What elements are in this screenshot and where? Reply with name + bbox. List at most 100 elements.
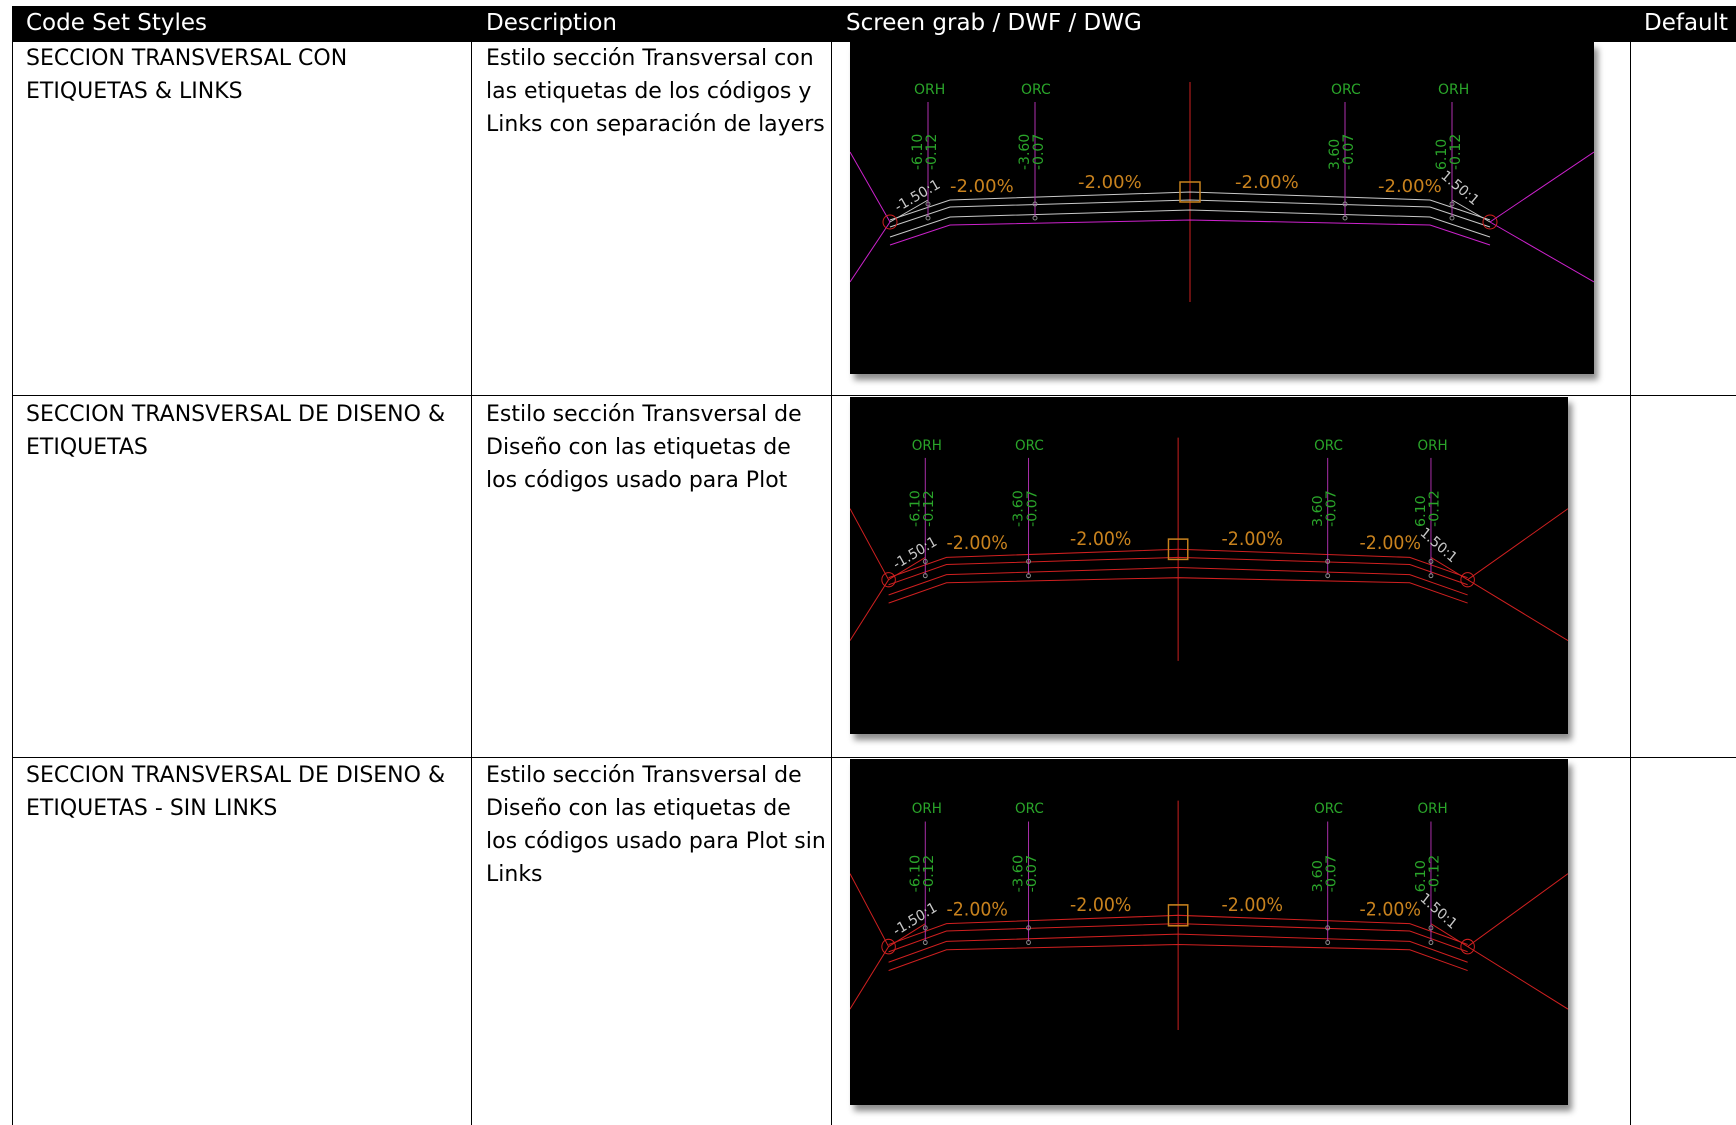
section-link [888,567,1468,596]
code-label: ORC [1015,801,1044,818]
row2-section-drawing: ORH-6.10-0.12ORC-3.60-0.07ORC3.60-0.07OR… [850,437,1568,661]
daylight-marker [881,572,896,588]
offset-label: 6.10 [1414,860,1429,892]
header-description: Description [486,10,617,36]
grid-line-col3 [831,42,832,1125]
code-point [1026,925,1031,931]
elevation-label: -0.07 [1324,490,1340,527]
code-point [922,573,928,579]
row3-description: Estilo sección Transversal de Diseño con… [486,763,826,887]
slope-label: 1.50:1 [1417,525,1460,567]
code-point [1428,558,1434,564]
side-line [850,508,890,580]
header-code-set-styles: Code Set Styles [26,10,208,36]
elevation-label: -0.07 [1341,134,1357,170]
code-point [922,925,928,931]
section-link [888,914,1468,946]
section-link [888,577,1468,604]
code-point [1428,925,1434,931]
code-point [1342,215,1348,221]
code-label: ORC [1015,437,1044,453]
code-point [1428,573,1434,579]
row1-screen-grab: ORH -6.10 -0.12 ORC -3.60 -0.07 ORC 3.60 -0.07 OR… [850,42,1594,374]
side-line [1467,508,1568,581]
slope-label: -2.00% [950,176,1014,197]
code-point [1449,201,1455,207]
slope-label: -2.00% [1235,172,1299,193]
row3-screen-grab: ORH -6.10 -0.12 ORC -3.60 -0.07 ORC 3.60 -0.07 OR… [850,759,1568,1105]
row1-section-drawing: ORH-6.10-0.12ORC-3.60-0.07ORC3.60-0.07OR… [850,82,1594,302]
grid-line-left [12,42,13,1125]
grid-line-col2 [471,42,472,1125]
code-point [1026,558,1031,564]
crown-marker [1167,538,1189,561]
code-label: ORH [1438,82,1469,98]
elevation-label: -0.07 [1031,134,1047,170]
row1-code-set-style: SECCION TRANSVERSAL CON ETIQUETAS & LINK… [26,46,348,104]
crown-marker [1179,181,1201,203]
code-label: ORH [912,801,942,818]
row2-description: Estilo sección Transversal de Diseño con… [486,402,802,493]
code-point [1325,925,1331,931]
slope-label: -1.50:1 [891,899,940,939]
side-line [850,946,890,1010]
section-link [888,943,1468,972]
section-link [888,923,1468,953]
code-label: ORH [912,437,942,453]
grid-line-row1 [12,395,1736,396]
section-link [889,191,1491,221]
row2-code-set-style: SECCION TRANSVERSAL DE DISENO & ETIQUETA… [26,402,446,460]
elevation-label: -0.12 [1448,134,1464,170]
side-line [1467,946,1568,1010]
slope-label: -2.00% [1378,176,1442,197]
code-point [1342,201,1348,207]
slope-label: -1.50:1 [890,534,939,573]
daylight-marker [881,938,896,955]
code-label: ORC [1331,82,1361,98]
side-line [1467,873,1568,948]
code-point [1032,201,1038,207]
slope-label: -1.50:1 [892,177,943,216]
elevation-label: -0.07 [1324,855,1339,893]
section-link [889,209,1491,238]
offset-label: 6.10 [1413,495,1429,527]
elevation-label: -0.12 [1427,855,1442,893]
slope-label: -2.00% [1222,529,1283,551]
offset-label: -6.10 [910,134,926,170]
daylight-marker [1460,572,1475,588]
code-label: ORH [914,82,945,98]
row3-code-set-style: SECCION TRANSVERSAL DE DISENO & ETIQUETA… [26,763,446,821]
elevation-label: -0.12 [1427,490,1443,527]
offset-label: 3.60 [1327,139,1343,170]
slope-label: -2.00% [947,533,1008,555]
section-link [888,556,1468,586]
section-link [888,548,1468,579]
slope-label: -2.00% [1360,533,1421,555]
elevation-label: -0.07 [1025,855,1040,893]
code-point [1026,573,1031,579]
header-screen-grab: Screen grab / DWF / DWG [846,10,1142,36]
header-default: Default [1644,10,1729,36]
side-line [850,221,891,283]
slope-label: -2.00% [1070,895,1131,917]
code-label: ORH [1417,437,1447,453]
side-line [1467,579,1568,642]
daylight-marker [1482,214,1498,230]
offset-label: -6.10 [908,490,924,527]
side-line [1489,151,1594,223]
code-point [1428,939,1434,946]
code-label: ORC [1314,801,1343,818]
code-label: ORC [1021,82,1051,98]
code-point [922,558,928,564]
row3-section-drawing: ORH-6.10-0.12ORC-3.60-0.07ORC3.60-0.07OR… [850,800,1568,1030]
grid-line-col4 [1630,42,1631,1125]
grid-line-row2 [12,757,1736,758]
section-link [889,219,1491,246]
slope-label: -2.00% [947,899,1008,921]
section-link [888,933,1468,963]
code-point [1325,558,1331,564]
row2-screen-grab: ORH -6.10 -0.12 ORC -3.60 -0.07 ORC 3.60 -0.07 OR… [850,397,1568,734]
row1-description: Estilo sección Transversal con las etiqu… [486,46,825,137]
code-label: ORC [1314,437,1343,453]
elevation-label: -0.12 [924,134,940,170]
